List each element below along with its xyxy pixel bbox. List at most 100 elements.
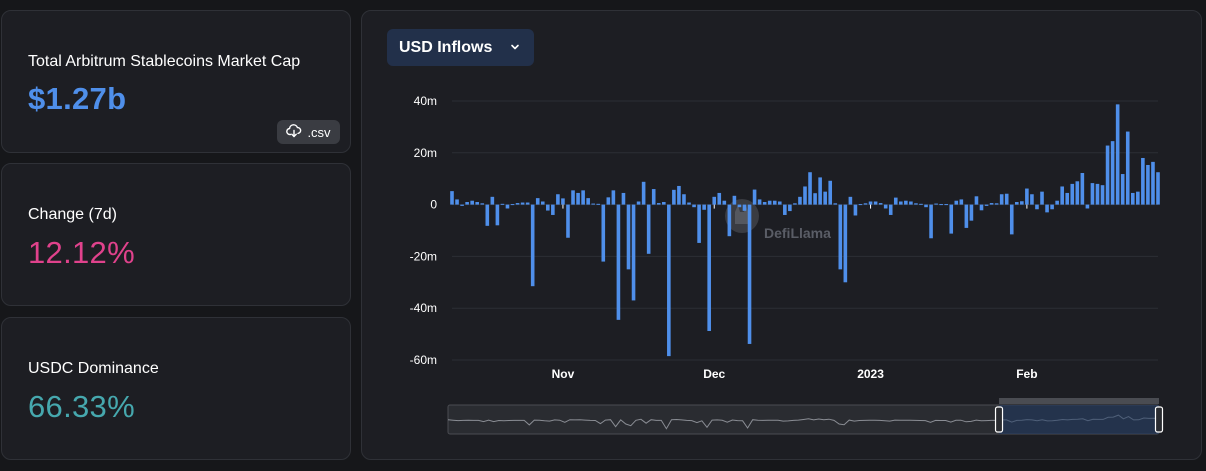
bar xyxy=(450,191,454,205)
bar xyxy=(1004,193,1009,205)
brush-handle-right[interactable] xyxy=(1154,406,1164,433)
bar xyxy=(732,195,737,205)
bar xyxy=(485,204,490,226)
bar xyxy=(1080,173,1085,205)
bar xyxy=(525,202,530,205)
bar xyxy=(621,192,626,205)
cloud-download-icon xyxy=(286,123,302,142)
bar xyxy=(540,201,545,205)
change-7d-value: 12.12% xyxy=(28,235,135,270)
bar xyxy=(1120,174,1125,205)
x-tick-label: 2023 xyxy=(857,367,884,381)
bar xyxy=(520,202,525,205)
bar xyxy=(1045,204,1049,213)
bar xyxy=(1146,164,1150,205)
bar xyxy=(1105,145,1110,205)
change-7d-label: Change (7d) xyxy=(28,206,117,223)
bar xyxy=(576,192,580,205)
bar xyxy=(1040,191,1044,205)
bar xyxy=(803,186,807,205)
bar xyxy=(546,204,550,211)
chart-type-dropdown[interactable]: USD Inflows xyxy=(387,29,534,66)
bar xyxy=(899,201,903,205)
bar xyxy=(1110,141,1115,205)
usdc-dominance-value: 66.33% xyxy=(28,389,135,424)
bar xyxy=(515,203,520,205)
bar xyxy=(470,200,474,205)
x-tick-label: Feb xyxy=(1016,367,1037,381)
bar xyxy=(1085,204,1090,209)
bar xyxy=(480,203,485,205)
bar xyxy=(1075,181,1080,205)
bar xyxy=(727,204,732,237)
csv-label: .csv xyxy=(307,124,331,140)
bar xyxy=(677,185,681,205)
bar xyxy=(783,204,787,215)
bars xyxy=(450,104,1160,357)
bar xyxy=(722,200,727,205)
market-cap-card: Total Arbitrum Stablecoins Market Cap $1… xyxy=(1,10,351,153)
bar xyxy=(1065,192,1070,205)
bar xyxy=(651,189,656,205)
bar xyxy=(1100,185,1105,205)
bar xyxy=(833,203,838,205)
bar xyxy=(939,204,943,206)
bar xyxy=(571,190,575,205)
bar xyxy=(762,202,767,205)
bar xyxy=(904,200,908,205)
time-range-brush[interactable] xyxy=(447,398,1164,435)
chevron-down-icon xyxy=(511,44,519,50)
bar xyxy=(1070,183,1075,205)
bar xyxy=(682,194,686,205)
chart-card: DefiLlama 40m 20m 0 -20m -40m -60m Nov Dec 2023… xyxy=(361,10,1202,460)
bar xyxy=(1025,188,1029,205)
bar xyxy=(1095,183,1100,205)
y-tick-label: 0 xyxy=(430,198,437,212)
bar xyxy=(914,203,918,205)
bar xyxy=(974,196,979,205)
bar xyxy=(601,204,606,262)
bar xyxy=(929,204,933,239)
bar xyxy=(979,204,984,211)
y-axis-ticks: 40m 20m 0 -20m -40m -60m xyxy=(410,94,438,367)
bar xyxy=(924,204,928,208)
bar xyxy=(959,199,964,205)
bar xyxy=(667,204,671,357)
bar xyxy=(641,181,646,205)
bar xyxy=(530,204,535,287)
bar xyxy=(813,193,817,205)
bar xyxy=(656,203,661,205)
x-tick-label: Nov xyxy=(552,367,575,381)
bar xyxy=(742,204,747,211)
bar xyxy=(863,203,868,205)
bar xyxy=(823,191,827,205)
brush-selection xyxy=(999,405,1159,434)
market-cap-label: Total Arbitrum Stablecoins Market Cap xyxy=(28,53,301,70)
brush-drag-bar xyxy=(999,398,1159,404)
bar xyxy=(989,203,994,205)
bar xyxy=(606,197,611,205)
bar xyxy=(460,204,464,206)
usd-inflows-chart: DefiLlama 40m 20m 0 -20m -40m -60m Nov Dec 2023… xyxy=(410,94,1164,435)
bar xyxy=(919,203,923,205)
bar xyxy=(692,204,696,208)
bar xyxy=(596,203,601,205)
bar xyxy=(777,201,782,205)
bar xyxy=(1136,191,1140,205)
bar xyxy=(878,203,883,205)
brush-handle-left[interactable] xyxy=(994,406,1004,433)
bar xyxy=(757,199,762,205)
bar xyxy=(798,196,802,205)
bar xyxy=(1115,104,1120,205)
bar xyxy=(788,204,792,212)
bar xyxy=(611,190,616,205)
usdc-dominance-label: USDC Dominance xyxy=(28,360,159,377)
download-csv-button[interactable]: .csv xyxy=(277,120,340,144)
bar xyxy=(1141,157,1145,205)
bar xyxy=(868,201,873,205)
bar xyxy=(1009,204,1014,235)
bar xyxy=(702,204,706,210)
bar xyxy=(1156,172,1160,205)
bar xyxy=(1125,131,1130,205)
bar xyxy=(566,204,570,238)
